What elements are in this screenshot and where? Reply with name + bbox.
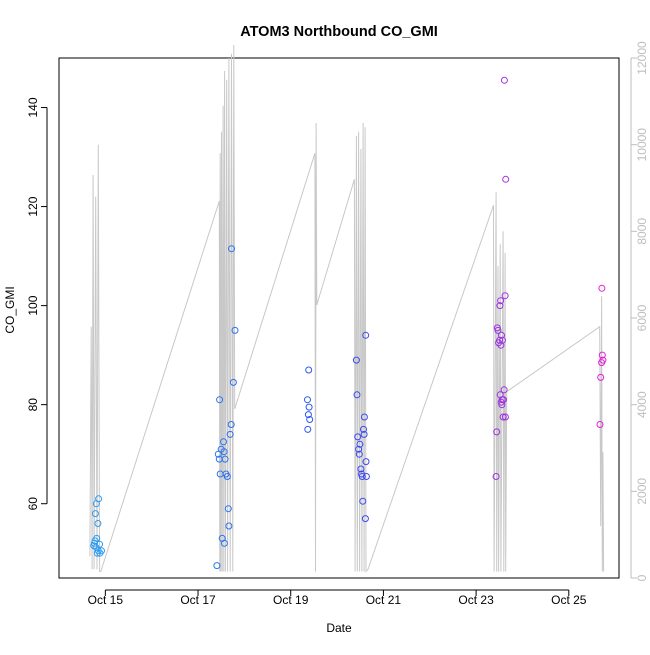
data-point	[499, 336, 506, 344]
x-tick-label: Oct 15	[88, 593, 124, 607]
x-tick-label: Oct 19	[273, 593, 309, 607]
data-point	[93, 549, 101, 557]
x-tick-label: Oct 23	[458, 593, 494, 607]
y-tick-label: 100	[26, 295, 40, 315]
data-point	[362, 331, 370, 339]
right-tick-label: 4000	[635, 391, 649, 418]
axis-layer: Oct 15 Oct 17 Oct 19 Oct 21 Oct 23 Oct 25 60 80…	[26, 41, 649, 607]
data-point	[359, 497, 367, 505]
data-point	[304, 396, 311, 404]
data-point	[357, 465, 365, 473]
data-point	[496, 302, 504, 310]
data-point	[598, 351, 606, 359]
data-point	[221, 455, 229, 463]
data-point	[304, 411, 312, 419]
right-tick-label: 10000	[635, 128, 649, 162]
data-point	[360, 430, 368, 438]
y-tick-label: 120	[26, 196, 40, 216]
data-point	[597, 373, 605, 381]
data-point	[220, 448, 228, 456]
data-point	[305, 366, 313, 374]
data-point	[493, 428, 501, 436]
data-point	[94, 520, 102, 527]
data-point	[596, 421, 604, 428]
data-point	[223, 473, 231, 480]
data-point	[492, 473, 500, 480]
data-point	[354, 433, 362, 441]
data-point	[361, 515, 369, 523]
data-point	[500, 386, 508, 394]
y-tick-label: 80	[26, 398, 40, 412]
data-point	[220, 539, 228, 547]
data-point	[494, 326, 502, 334]
data-point	[304, 425, 312, 433]
data-point	[362, 473, 370, 480]
data-point	[501, 413, 509, 421]
data-point	[353, 391, 361, 399]
data-point	[501, 292, 509, 300]
data-point	[355, 445, 363, 453]
data-point	[228, 245, 235, 253]
right-tick-label: 6000	[635, 304, 649, 331]
data-point	[95, 495, 103, 503]
y-tick-label: 60	[26, 497, 40, 511]
data-point	[224, 505, 232, 513]
data-point	[360, 413, 368, 421]
data-point	[352, 356, 360, 364]
data-point	[226, 430, 234, 438]
data-point	[96, 540, 104, 548]
x-tick-label: Oct 25	[551, 593, 587, 607]
data-point	[497, 297, 505, 305]
data-point	[227, 421, 235, 428]
data-point	[362, 458, 370, 466]
data-point	[225, 522, 233, 530]
data-point	[355, 450, 363, 458]
data-point	[498, 401, 506, 409]
x-axis-label: Date	[326, 621, 352, 635]
right-tick-label: 12000	[635, 41, 649, 75]
data-point	[598, 284, 606, 292]
data-point	[305, 403, 313, 411]
data-point	[500, 396, 507, 404]
data-point	[599, 356, 607, 364]
data-point	[356, 440, 364, 448]
data-point	[500, 76, 508, 84]
data-point	[214, 450, 222, 458]
data-point	[220, 438, 227, 446]
data-point	[91, 510, 99, 518]
data-point	[213, 562, 221, 570]
data-point	[498, 331, 505, 339]
data-point	[93, 534, 101, 542]
data-point	[497, 341, 505, 349]
point-layer	[90, 76, 607, 570]
y-tick-label: 140	[26, 97, 40, 117]
data-point	[216, 396, 224, 404]
x-tick-label: Oct 17	[180, 593, 216, 607]
data-point	[358, 473, 366, 480]
x-tick-label: Oct 21	[366, 593, 402, 607]
right-tick-label: 8000	[635, 218, 649, 245]
plot-frame	[58, 57, 620, 579]
data-point	[306, 416, 314, 423]
right-tick-label: 2000	[635, 478, 649, 505]
y-axis-label: CO_GMI	[3, 286, 17, 333]
data-point	[502, 175, 510, 183]
data-point	[499, 413, 507, 421]
data-point	[360, 425, 367, 433]
data-point	[229, 378, 237, 386]
data-point	[231, 326, 239, 334]
right-tick-label: 0	[635, 574, 649, 581]
chart-title: ATOM3 Northbound CO_GMI	[240, 24, 438, 40]
